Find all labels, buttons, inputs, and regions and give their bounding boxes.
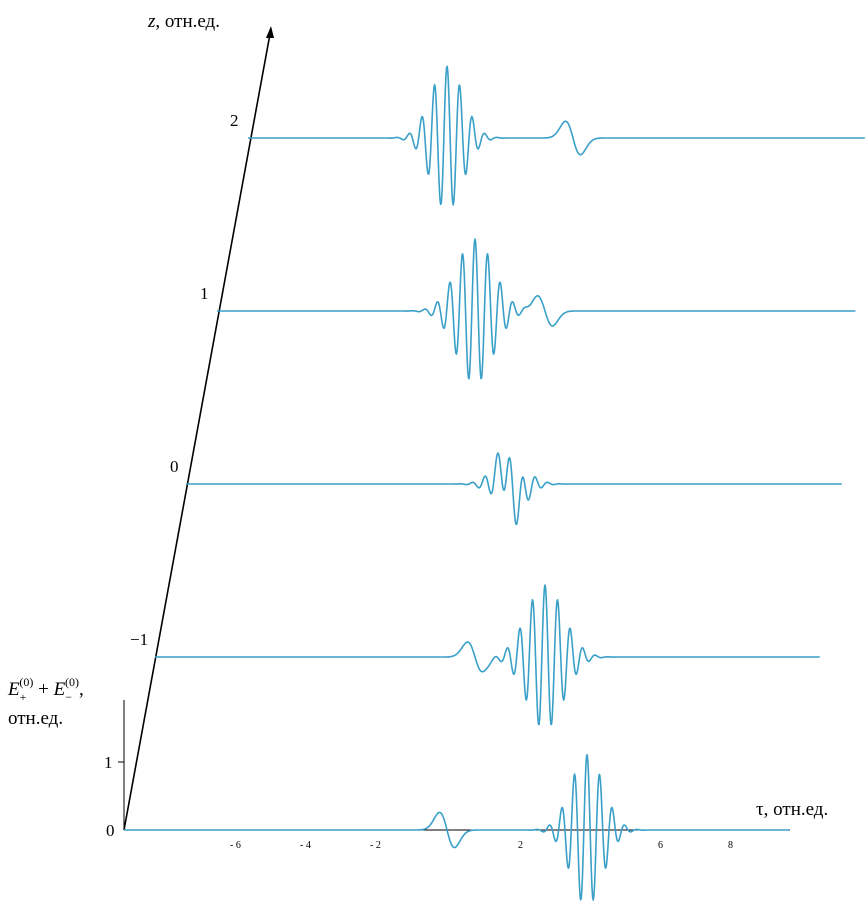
amp-trail: ,: [79, 679, 84, 700]
z-tick-label-1: 1: [200, 284, 209, 303]
waveform-z-minus2: [123, 754, 790, 901]
amp-sub1: +: [20, 690, 27, 704]
waveform-z-2: [247, 65, 865, 206]
z-tick-label-minus1: −1: [130, 630, 148, 649]
z-axis-symbol: z: [147, 11, 156, 32]
z-axis: [123, 33, 271, 831]
z-axis-unit: , отн.ед.: [155, 11, 220, 32]
tau-tick-label-m6: - 6: [230, 840, 241, 851]
z-tick-label-0: 0: [170, 457, 179, 476]
amp-e1: E: [7, 679, 20, 700]
amp-e2: E: [53, 679, 66, 700]
tau-tick-label-m4: - 4: [300, 840, 311, 851]
amplitude-axis-unit: отн.ед.: [8, 708, 63, 729]
waveform-z-1: [216, 238, 856, 380]
tau-tick-label-6: 6: [658, 840, 663, 851]
waveform-z-minus1: [154, 584, 820, 726]
z-axis-title: z, отн.ед.: [147, 11, 220, 32]
amplitude-axis-title: E+(0) + E−(0),: [7, 675, 84, 704]
amp-sup1: (0): [19, 675, 33, 689]
waveform-traces: [123, 65, 865, 901]
tau-axis-title: τ, отн.ед.: [756, 799, 828, 820]
amp-op: +: [33, 679, 53, 700]
amp-sup2: (0): [65, 675, 79, 689]
amp-sub2: −: [65, 690, 72, 704]
amplitude-tick-label-1: 1: [104, 753, 113, 772]
tau-tick-label-m2: - 2: [370, 840, 381, 851]
amplitude-tick-label-0: 0: [106, 821, 115, 840]
tau-tick-label-2: 2: [518, 840, 523, 851]
waveform-z-0: [185, 452, 842, 526]
z-tick-label-2: 2: [230, 111, 239, 130]
tau-ticks: - 6 - 4 - 2 2 6 8: [230, 840, 733, 851]
tau-tick-label-8: 8: [728, 840, 733, 851]
z-axis-arrow-icon: [266, 26, 274, 38]
